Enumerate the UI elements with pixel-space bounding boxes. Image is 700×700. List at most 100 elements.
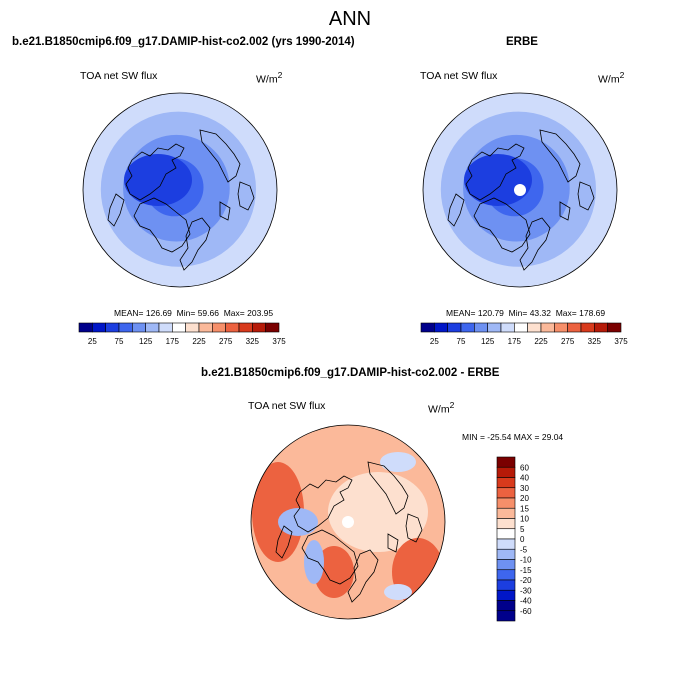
coastline <box>347 549 379 603</box>
coastline <box>275 525 293 559</box>
colorbar-tick-label: -20 <box>520 576 532 585</box>
colorbar-swatch <box>496 589 516 601</box>
coastline <box>107 193 125 227</box>
colorbar-swatch <box>118 322 133 333</box>
colorbar-swatch <box>496 518 516 530</box>
field-band <box>464 154 532 206</box>
colorbar-swatch <box>527 322 542 333</box>
coastline <box>237 181 255 211</box>
colorbar-swatch <box>145 322 160 333</box>
colorbar-tick-label: 60 <box>520 463 529 472</box>
colorbar-swatch <box>496 548 516 560</box>
colorbar-swatch <box>105 322 120 333</box>
obs-stats: MEAN= 120.79 Min= 43.32 Max= 178.69 <box>446 308 606 318</box>
colorbar-swatch <box>540 322 555 333</box>
colorbar-swatch <box>238 322 253 333</box>
colorbar-swatch <box>212 322 226 333</box>
colorbar-swatch <box>496 600 516 612</box>
colorbar-swatch <box>496 507 516 519</box>
colorbar-swatch <box>496 456 516 468</box>
colorbar-swatch <box>198 322 213 333</box>
model-variable-label: TOA net SW flux <box>80 70 158 82</box>
coastline <box>387 533 399 553</box>
coastline <box>519 217 551 271</box>
colorbar-tick-label: 125 <box>481 337 495 346</box>
coastline <box>301 529 359 585</box>
colorbar-swatch <box>607 322 622 333</box>
colorbar-tick-label: 30 <box>520 484 529 493</box>
colorbar-tick-label: 125 <box>139 337 153 346</box>
colorbar-tick-label: 15 <box>520 504 529 513</box>
colorbar-tick-label: -10 <box>520 556 532 565</box>
page-title: ANN <box>328 8 372 30</box>
colorbar-tick-label: 375 <box>272 337 286 346</box>
obs-polar-map <box>422 92 618 288</box>
coastline <box>219 201 231 221</box>
model-polar-map <box>82 92 278 288</box>
obs-colorbar: 25 75 125 175 225 275 325 375 <box>420 322 628 346</box>
missing-data-pole <box>342 516 354 528</box>
colorbar-swatch <box>434 322 448 333</box>
field-band <box>380 452 416 472</box>
diff-stats: MIN = -25.54 MAX = 29.04 <box>462 432 564 442</box>
colorbar-tick-label: 75 <box>115 337 124 346</box>
colorbar-swatch <box>496 528 516 540</box>
diff-units-label: W/m2 <box>428 400 455 416</box>
colorbar-swatch <box>554 322 568 333</box>
field-band <box>278 508 318 536</box>
model-units-label: W/m2 <box>256 70 283 86</box>
coastline <box>577 181 595 211</box>
colorbar-swatch <box>567 322 582 333</box>
colorbar-tick-label: 275 <box>219 337 233 346</box>
coastline <box>293 475 353 533</box>
colorbar-tick-label: 225 <box>192 337 206 346</box>
diff-polar-map <box>250 424 446 620</box>
colorbar-swatch <box>225 322 240 333</box>
colorbar-swatch <box>496 569 516 581</box>
colorbar-tick-label: 25 <box>430 337 439 346</box>
colorbar-swatch <box>496 466 516 478</box>
colorbar-swatch <box>158 322 173 333</box>
colorbar-tick-label: 10 <box>520 515 529 524</box>
colorbar-tick-label: 20 <box>520 494 529 503</box>
map-border <box>422 92 618 288</box>
field-band <box>252 462 304 562</box>
field-band <box>314 546 354 598</box>
colorbar-tick-label: 175 <box>508 337 522 346</box>
colorbar-tick-label: -40 <box>520 597 532 606</box>
coastline <box>133 197 191 253</box>
colorbar-tick-label: -5 <box>520 545 528 554</box>
coastline <box>447 193 465 227</box>
colorbar-swatch <box>496 610 516 622</box>
colorbar-tick-label: 325 <box>588 337 602 346</box>
colorbar-swatch <box>496 477 516 489</box>
colorbar-swatch <box>496 487 516 499</box>
colorbar-tick-label: 75 <box>457 337 466 346</box>
colorbar-tick-label: -60 <box>520 607 532 616</box>
colorbar-tick-label: 275 <box>561 337 575 346</box>
field-band <box>304 540 324 584</box>
coastline <box>179 217 211 271</box>
colorbar-tick-label: 40 <box>520 474 529 483</box>
diff-case-title: b.e21.B1850cmip6.f09_g17.DAMIP-hist-co2.… <box>201 367 500 379</box>
colorbar-tick-label: 0 <box>520 535 525 544</box>
coastline <box>473 197 531 253</box>
colorbar-swatch <box>252 322 266 333</box>
colorbar-tick-label: -30 <box>520 586 532 595</box>
colorbar-swatch <box>496 497 516 509</box>
colorbar-swatch <box>496 559 516 571</box>
colorbar-swatch <box>132 322 146 333</box>
colorbar-tick-label: 325 <box>246 337 260 346</box>
colorbar-swatch <box>496 579 516 591</box>
colorbar-tick-label: 25 <box>88 337 97 346</box>
colorbar-swatch <box>460 322 475 333</box>
colorbar-swatch <box>420 322 435 333</box>
colorbar-swatch <box>500 322 515 333</box>
colorbar-swatch <box>487 322 502 333</box>
map-border <box>250 424 446 620</box>
colorbar-tick-label: 175 <box>166 337 180 346</box>
colorbar-swatch <box>172 322 186 333</box>
colorbar-swatch <box>92 322 106 333</box>
map-border <box>82 92 278 288</box>
